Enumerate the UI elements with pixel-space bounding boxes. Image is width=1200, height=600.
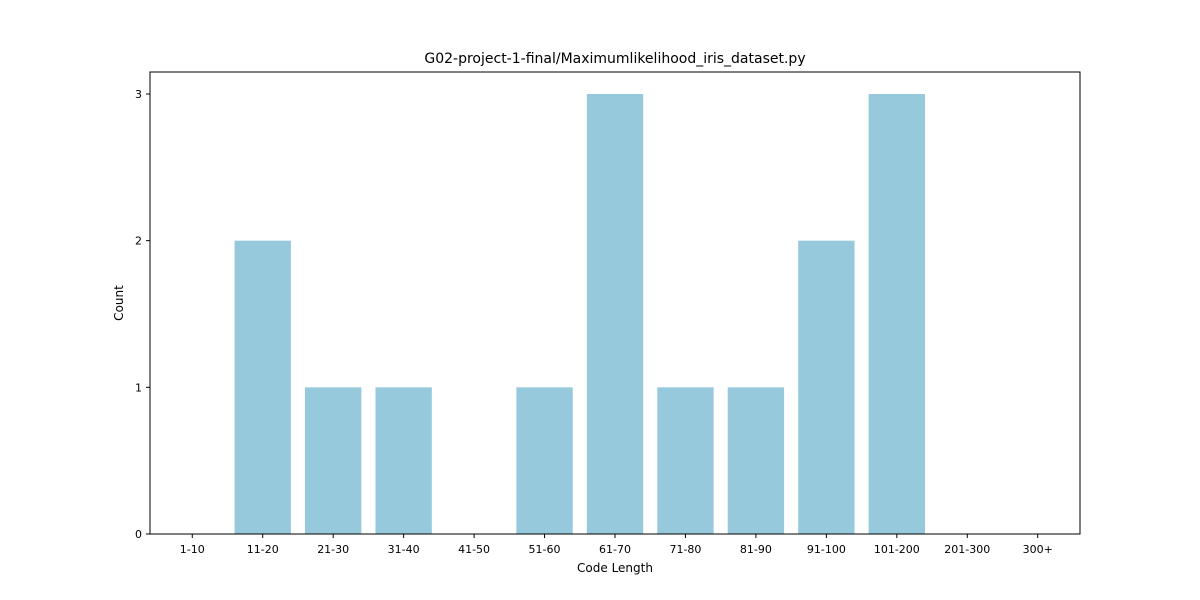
bar-21-30	[305, 387, 362, 534]
bar-101-200	[868, 94, 925, 534]
x-tick-label: 21-30	[317, 543, 349, 556]
y-tick-label: 0	[135, 528, 142, 541]
bar-91-100	[798, 240, 855, 534]
x-tick-label: 71-80	[669, 543, 701, 556]
bar-61-70	[586, 94, 644, 534]
chart-title: G02-project-1-final/Maximumlikelihood_ir…	[424, 51, 805, 67]
x-tick-label: 81-90	[740, 543, 772, 556]
x-tick-label: 41-50	[458, 543, 490, 556]
y-tick-label: 2	[135, 235, 142, 248]
bars-group	[234, 94, 925, 534]
y-tick-label: 3	[135, 88, 142, 101]
x-tick-label: 91-100	[807, 543, 846, 556]
y-axis-label: Count	[112, 285, 126, 321]
y-axis-ticks: 0 1 2 3	[135, 88, 150, 541]
bar-31-40	[375, 387, 432, 534]
x-axis-ticks: 1-10 11-20 21-30 31-40 41-50 51-60 61-70 71-80 8…	[180, 534, 1053, 556]
x-tick-label: 101-200	[874, 543, 920, 556]
x-tick-label: 51-60	[529, 543, 561, 556]
y-tick-label: 1	[135, 381, 142, 394]
bar-11-20	[234, 240, 291, 534]
bar-71-80	[657, 387, 714, 534]
x-tick-label: 1-10	[180, 543, 205, 556]
x-axis-label: Code Length	[577, 561, 653, 575]
x-tick-label: 11-20	[247, 543, 279, 556]
x-tick-label: 31-40	[388, 543, 420, 556]
x-tick-label: 61-70	[599, 543, 631, 556]
x-tick-label: 201-300	[944, 543, 990, 556]
x-tick-label: 300+	[1023, 543, 1053, 556]
bar-51-60	[516, 387, 573, 534]
bar-81-90	[727, 387, 785, 534]
